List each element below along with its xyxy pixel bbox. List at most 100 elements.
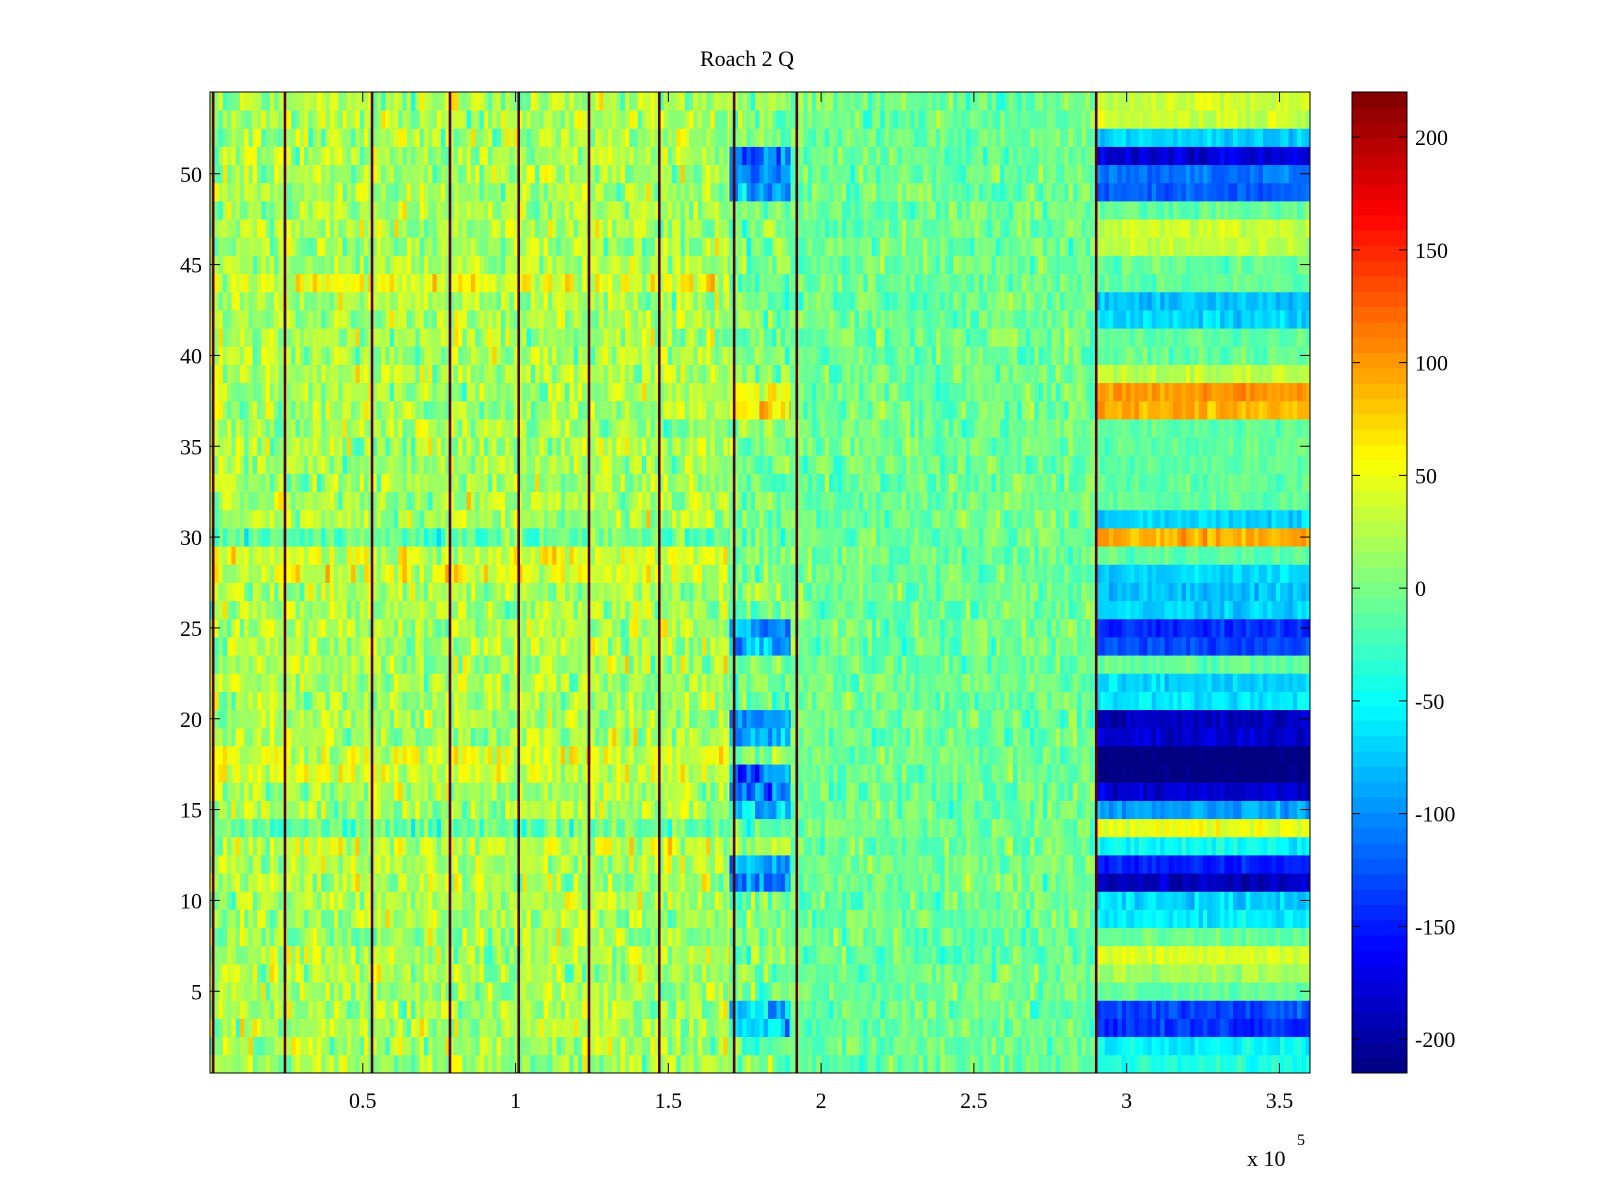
heatmap-cell — [569, 1054, 575, 1074]
heatmap-cell — [329, 891, 335, 910]
heatmap-cell — [693, 582, 699, 602]
heatmap-cell — [423, 509, 429, 529]
heatmap-cell — [214, 564, 219, 583]
heatmap-cell — [496, 582, 502, 602]
heatmap-cell — [441, 873, 446, 892]
heatmap-cell — [351, 709, 356, 729]
heatmap-cell — [560, 727, 566, 747]
heatmap-cell — [227, 455, 232, 474]
heatmap-cell — [368, 528, 373, 547]
heatmap-cell — [436, 964, 442, 983]
heatmap-cell — [458, 891, 463, 910]
heatmap-cell — [535, 691, 540, 711]
heatmap-cell — [667, 782, 673, 801]
heatmap-cell — [547, 691, 553, 711]
heatmap-cell — [513, 818, 519, 838]
heatmap-cell — [265, 364, 271, 384]
heatmap-cell — [248, 727, 254, 747]
heatmap-cell — [368, 400, 373, 420]
heatmap-cell — [483, 400, 489, 420]
heatmap-cell — [329, 1018, 335, 1038]
heatmap-cell — [646, 945, 652, 965]
heatmap-cell — [436, 655, 442, 674]
heatmap-cell — [599, 782, 604, 801]
heatmap-cell — [680, 546, 686, 565]
heatmap-cell — [338, 873, 344, 892]
heatmap-cell — [389, 655, 395, 674]
heatmap-cell — [710, 764, 716, 783]
heatmap-cell — [218, 873, 224, 892]
heatmap-cell — [466, 546, 472, 565]
heatmap-cell — [274, 909, 279, 929]
heatmap-cell — [428, 346, 433, 365]
heatmap-cell — [265, 909, 271, 929]
heatmap-cell — [470, 982, 476, 1001]
heatmap-cell — [475, 437, 480, 456]
heatmap-cell — [470, 891, 476, 910]
heatmap-cell — [466, 927, 472, 947]
heatmap-cell — [659, 746, 664, 765]
heatmap-cell — [299, 400, 305, 420]
heatmap-cell — [569, 1000, 575, 1019]
heatmap-cell — [684, 437, 690, 456]
heatmap-cell — [723, 927, 729, 947]
heatmap-cell — [274, 800, 279, 820]
heatmap-cell — [248, 782, 254, 801]
heatmap-cell — [334, 546, 339, 565]
heatmap-cell — [218, 800, 224, 820]
heatmap-cell — [419, 691, 425, 711]
heatmap-cell — [706, 800, 711, 820]
heatmap-cell — [543, 964, 549, 983]
heatmap-cell — [398, 927, 403, 947]
heatmap-cell — [526, 945, 532, 965]
heatmap-cell — [321, 419, 326, 438]
heatmap-cell — [633, 400, 639, 420]
heatmap-cell — [287, 709, 292, 729]
heatmap-cell — [312, 564, 318, 583]
heatmap-cell — [368, 982, 373, 1001]
heatmap-cell — [535, 328, 540, 347]
heatmap-cell — [376, 691, 382, 711]
heatmap-cell — [565, 582, 570, 602]
heatmap-cell — [406, 982, 412, 1001]
heatmap-cell — [295, 945, 301, 965]
heatmap-cell — [359, 491, 365, 511]
heatmap-cell — [530, 1018, 536, 1038]
heatmap-cell — [693, 727, 699, 747]
heatmap-cell — [577, 437, 583, 456]
heatmap-cell — [359, 637, 365, 656]
heatmap-cell — [419, 346, 425, 365]
heatmap-cell — [654, 964, 660, 983]
heatmap-cell — [304, 691, 309, 711]
heatmap-cell — [522, 491, 527, 511]
heatmap-cell — [612, 836, 617, 856]
heatmap-cell — [637, 419, 643, 438]
heatmap-cell — [278, 1018, 284, 1038]
heatmap-cell — [556, 746, 562, 765]
heatmap-cell — [684, 564, 690, 583]
heatmap-cell — [329, 873, 335, 892]
heatmap-cell — [488, 364, 493, 384]
heatmap-cell — [526, 473, 532, 493]
heatmap-cell — [543, 400, 549, 420]
heatmap-cell — [633, 727, 639, 747]
heatmap-cell — [603, 1054, 609, 1074]
heatmap-cell — [402, 873, 408, 892]
heatmap-cell — [518, 655, 523, 674]
heatmap-cell — [654, 528, 660, 547]
heatmap-cell — [552, 836, 557, 856]
heatmap-cell — [607, 618, 613, 638]
heatmap-cell — [227, 782, 232, 801]
heatmap-cell — [714, 764, 720, 783]
heatmap-cell — [659, 437, 664, 456]
heatmap-cell — [710, 564, 716, 583]
heatmap-cell — [526, 873, 532, 892]
heatmap-cell — [376, 637, 382, 656]
heatmap-cell — [637, 909, 643, 929]
heatmap-cell — [295, 564, 301, 583]
heatmap-cell — [445, 364, 450, 384]
heatmap-cell — [509, 964, 515, 983]
heatmap-cell — [428, 637, 433, 656]
heatmap-cell — [432, 800, 438, 820]
heatmap-cell — [612, 582, 617, 602]
